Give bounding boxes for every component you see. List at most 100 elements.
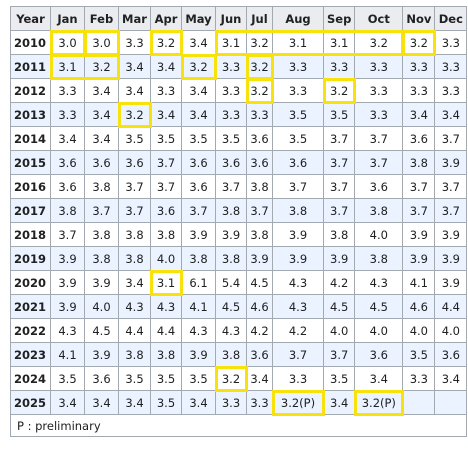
value-cell: 3.7 — [322, 198, 356, 223]
value-cell: 4.3 — [181, 318, 216, 343]
value-cell: 4.5 — [246, 270, 273, 295]
value-cell: 3.2 — [354, 30, 404, 55]
value-cell: 3.3 — [354, 78, 404, 103]
value-cell: 3.3 — [50, 102, 85, 127]
value-cell: 3.9 — [322, 246, 356, 271]
value-cell: 3.7 — [402, 174, 436, 199]
value-cell: 4.0 — [354, 222, 404, 247]
value-cell: 3.8 — [215, 198, 247, 223]
value-cell: 3.4 — [84, 390, 119, 415]
value-cell: 3.3 — [246, 390, 273, 415]
value-cell: 3.9 — [181, 222, 216, 247]
value-cell: 3.4 — [118, 270, 151, 295]
value-cell: 3.4 — [50, 390, 85, 415]
value-cell: 3.2 — [246, 78, 273, 103]
value-cell: 3.3 — [272, 78, 324, 103]
value-cell: 3.7 — [434, 198, 468, 223]
value-cell: 3.2 — [246, 54, 273, 79]
table-row: 2012 3.3 3.4 3.4 3.3 3.4 3.3 3.2 3.3 3.2 3.3 3.3 3.3 — [10, 78, 468, 103]
value-cell: 4.3 — [272, 294, 324, 319]
value-cell: 3.8 — [181, 246, 216, 271]
value-cell: 3.5 — [150, 126, 182, 151]
value-cell: 3.3 — [215, 390, 247, 415]
value-cell: 3.7 — [322, 150, 356, 175]
value-cell: 3.0 — [84, 30, 119, 55]
value-cell: 3.9 — [246, 246, 273, 271]
value-cell: 3.4 — [50, 126, 85, 151]
value-cell: 3.3 — [402, 78, 436, 103]
value-cell: 3.9 — [181, 342, 216, 367]
value-cell: 3.7 — [150, 150, 182, 175]
table-row: 2024 3.5 3.6 3.5 3.5 3.5 3.2 3.4 3.3 3.5 3.4 3.3 3.4 — [10, 366, 468, 391]
value-cell: 3.6 — [246, 126, 273, 151]
table-row: 2018 3.7 3.8 3.8 3.8 3.9 3.9 3.8 3.9 3.8 4.0 3.9 3.9 — [10, 222, 468, 247]
value-cell: 3.4 — [84, 102, 119, 127]
value-cell: 4.5 — [322, 294, 356, 319]
value-cell: 4.0 — [434, 318, 468, 343]
value-cell: 4.0 — [84, 294, 119, 319]
value-cell: 3.4 — [434, 102, 468, 127]
value-cell: 4.3 — [118, 294, 151, 319]
value-cell: 3.8 — [215, 246, 247, 271]
value-cell: 3.4 — [118, 54, 151, 79]
value-cell: 3.5 — [181, 366, 216, 391]
value-cell: 3.8 — [84, 174, 119, 199]
table-row: 2015 3.6 3.6 3.6 3.7 3.6 3.6 3.6 3.6 3.7 3.7 3.8 3.9 — [10, 150, 468, 175]
value-cell: 3.6 — [84, 150, 119, 175]
column-header-may: May — [181, 6, 216, 31]
value-cell: 3.9 — [215, 222, 247, 247]
value-cell: 3.9 — [50, 246, 85, 271]
value-cell: 3.7 — [272, 342, 324, 367]
value-cell: 3.3 — [402, 54, 436, 79]
value-cell: 3.7 — [118, 198, 151, 223]
year-cell: 2021 — [10, 294, 51, 319]
value-cell: 4.5 — [84, 318, 119, 343]
year-cell: 2011 — [10, 54, 51, 79]
value-cell: 3.3 — [215, 54, 247, 79]
value-cell: 3.6 — [50, 150, 85, 175]
value-cell: 3.2 — [246, 30, 273, 55]
value-cell: 5.4 — [215, 270, 247, 295]
value-cell: 4.0 — [354, 318, 404, 343]
value-cell: 3.3 — [434, 78, 468, 103]
value-cell: 3.6 — [118, 150, 151, 175]
value-cell: 3.5 — [150, 366, 182, 391]
value-cell: 3.3 — [434, 30, 468, 55]
value-cell: 6.1 — [181, 270, 216, 295]
value-cell: 3.6 — [215, 150, 247, 175]
value-cell: 3.7 — [118, 174, 151, 199]
column-header-dec: Dec — [434, 6, 468, 31]
value-cell: 3.7 — [354, 126, 404, 151]
value-cell: 4.4 — [118, 318, 151, 343]
value-cell: 3.3 — [272, 54, 324, 79]
value-cell: 4.2 — [322, 270, 356, 295]
value-cell: 3.4 — [150, 102, 182, 127]
value-cell: 4.0 — [322, 318, 356, 343]
value-cell: 3.8 — [354, 246, 404, 271]
value-cell: 3.4 — [150, 54, 182, 79]
value-cell: 3.7 — [84, 198, 119, 223]
value-cell: 3.4 — [402, 102, 436, 127]
value-cell: 3.8 — [402, 150, 436, 175]
column-header-year: Year — [10, 6, 51, 31]
footnote: P : preliminary — [9, 414, 468, 437]
value-cell: 3.8 — [215, 342, 247, 367]
value-cell: 3.9 — [84, 342, 119, 367]
value-cell — [434, 390, 468, 415]
value-cell: 3.9 — [50, 294, 85, 319]
value-cell: 3.9 — [402, 222, 436, 247]
year-cell: 2019 — [10, 246, 51, 271]
value-cell: 3.2 — [181, 54, 216, 79]
value-cell: 3.8 — [354, 198, 404, 223]
value-cell: 3.4 — [118, 78, 151, 103]
column-header-mar: Mar — [118, 6, 151, 31]
value-cell: 3.5 — [118, 366, 151, 391]
value-cell: 4.6 — [246, 294, 273, 319]
value-cell: 3.7 — [50, 222, 85, 247]
value-cell: 4.1 — [402, 270, 436, 295]
value-cell: 3.8 — [322, 222, 356, 247]
table-row: 2013 3.3 3.4 3.2 3.4 3.4 3.3 3.3 3.5 3.5 3.3 3.4 3.4 — [10, 102, 468, 127]
value-cell: 3.3 — [215, 102, 247, 127]
value-cell: 3.4 — [246, 366, 273, 391]
value-cell: 3.8 — [84, 222, 119, 247]
